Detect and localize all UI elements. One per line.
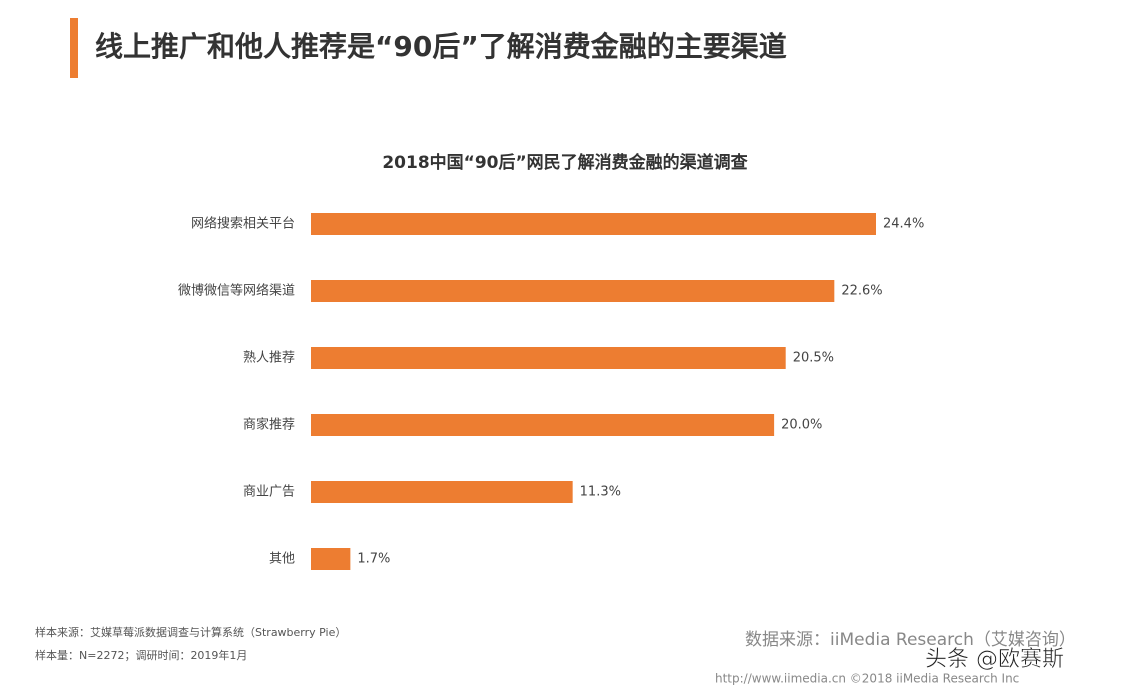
- bar: [311, 213, 876, 235]
- watermark: 头条 @欧赛斯: [925, 647, 1064, 672]
- header-title: 线上推广和他人推荐是“90后”了解消费金融的主要渠道: [95, 30, 787, 63]
- category-label: 商家推荐: [243, 417, 295, 433]
- bar: [311, 414, 775, 436]
- category-label: 网络搜索相关平台: [191, 216, 295, 232]
- value-label: 20.5%: [793, 351, 834, 366]
- category-label: 微博微信等网络渠道: [178, 283, 295, 299]
- note: 样本量：N=2272；调研时间：2019年1月: [35, 648, 247, 662]
- bar: [311, 548, 351, 570]
- category-label: 其他: [269, 552, 295, 567]
- value-label: 11.3%: [580, 485, 621, 500]
- value-label: 22.6%: [841, 284, 882, 299]
- chart-title: 2018中国“90后”网民了解消费金融的渠道调查: [382, 152, 748, 173]
- value-label: 24.4%: [883, 217, 924, 232]
- note: 样本来源：艾媒草莓派数据调查与计算系统（Strawberry Pie）: [35, 625, 346, 639]
- value-label: 1.7%: [357, 552, 390, 567]
- footer: http://www.iimedia.cn ©2018 iiMedia Rese…: [715, 672, 1019, 686]
- header-accent: [70, 18, 78, 78]
- category-label: 商业广告: [243, 485, 295, 500]
- bar: [311, 280, 835, 302]
- source: 数据来源：iiMedia Research（艾媒咨询）: [745, 630, 1076, 650]
- bar: [311, 347, 786, 369]
- category-label: 熟人推荐: [243, 350, 295, 366]
- bar: [311, 481, 573, 503]
- value-label: 20.0%: [781, 418, 822, 433]
